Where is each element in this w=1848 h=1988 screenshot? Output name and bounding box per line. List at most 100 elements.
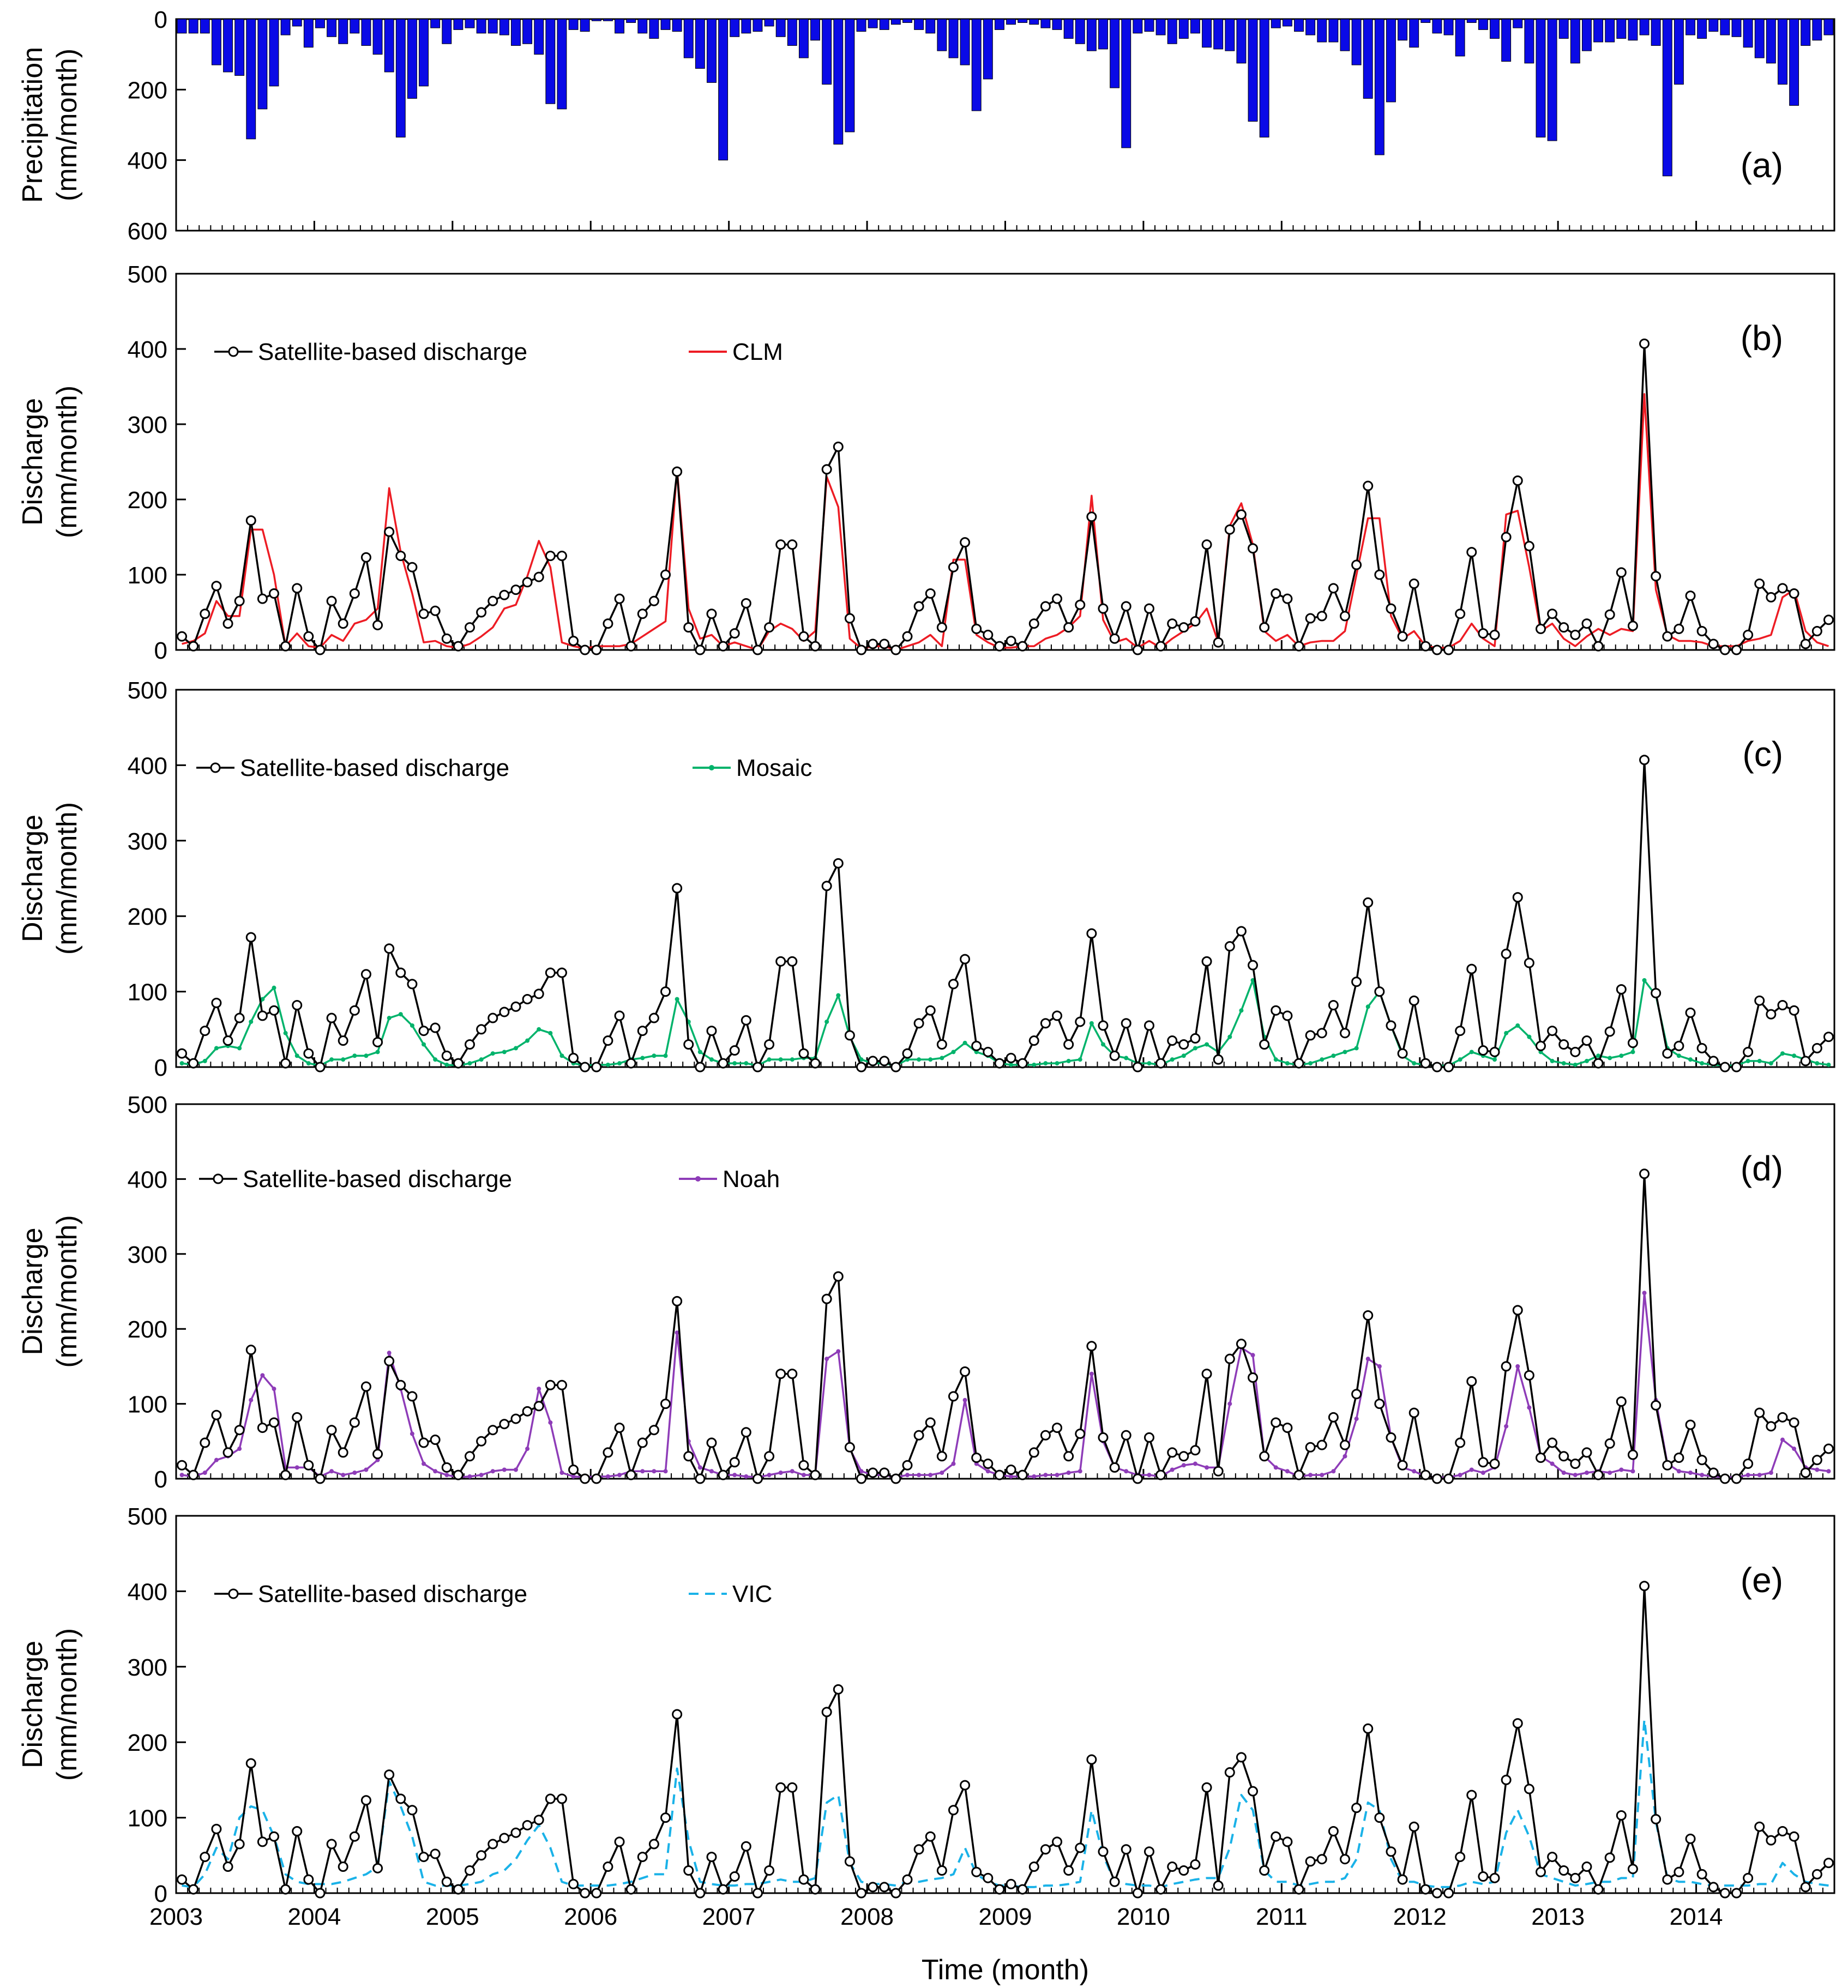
satellite-point — [775, 1369, 786, 1379]
satellite-point — [1328, 1826, 1339, 1837]
satellite-point — [568, 1878, 579, 1889]
satellite-point — [453, 641, 463, 652]
satellite-point — [683, 1039, 694, 1050]
satellite-point — [1305, 613, 1316, 624]
satellite-point — [568, 635, 579, 646]
satellite-point — [672, 883, 683, 894]
precip-bar — [534, 19, 544, 55]
satellite-point — [1363, 1310, 1374, 1321]
satellite-point — [1766, 1835, 1777, 1846]
satellite-point — [177, 1874, 188, 1885]
satellite-point — [925, 1831, 936, 1842]
legend-marker — [709, 765, 714, 770]
satellite-point — [1408, 1821, 1419, 1832]
satellite-point — [1708, 1882, 1719, 1893]
satellite-point — [821, 881, 832, 891]
satellite-point — [1006, 635, 1016, 646]
precip-bar — [1409, 19, 1419, 48]
satellite-point — [1478, 1871, 1489, 1882]
satellite-point — [1305, 1856, 1316, 1867]
satellite-point — [1674, 1040, 1684, 1051]
series-line-vic — [182, 1718, 1829, 1888]
satellite-point — [1420, 1884, 1431, 1895]
satellite-point — [326, 1425, 337, 1436]
satellite-point — [522, 577, 533, 588]
satellite-point — [476, 1024, 487, 1035]
satellite-point — [177, 631, 188, 642]
satellite-point — [1800, 1882, 1811, 1893]
satellite-point — [695, 644, 706, 655]
model-point — [467, 1061, 472, 1066]
satellite-point — [1455, 1026, 1466, 1037]
satellite-point — [1455, 609, 1466, 619]
model-point — [179, 1473, 184, 1478]
satellite-point — [1766, 1009, 1777, 1020]
precip-bar — [994, 19, 1004, 30]
satellite-point — [1363, 480, 1374, 491]
model-point — [1527, 1034, 1532, 1039]
satellite-point — [1766, 1421, 1777, 1432]
model-point — [1573, 1062, 1578, 1067]
precip-bar — [591, 19, 601, 21]
satellite-point — [868, 1056, 878, 1067]
model-point — [294, 1465, 299, 1470]
satellite-point — [1604, 1852, 1615, 1863]
precip-bar — [741, 19, 751, 34]
precip-bar — [1420, 19, 1431, 23]
precip-bar — [545, 19, 556, 104]
satellite-point — [718, 1884, 729, 1895]
satellite-point — [453, 1469, 463, 1480]
satellite-point — [499, 1833, 510, 1844]
satellite-point — [1524, 541, 1534, 552]
satellite-point — [983, 629, 994, 640]
model-point — [398, 1012, 403, 1017]
model-point — [1320, 1473, 1325, 1478]
satellite-point — [1547, 1852, 1558, 1863]
satellite-point — [1466, 547, 1477, 558]
y-axis-label-units: (mm/month) — [51, 49, 83, 201]
model-point — [1792, 1053, 1797, 1058]
satellite-point — [706, 1852, 717, 1863]
satellite-point — [499, 1007, 510, 1017]
satellite-point — [844, 1856, 855, 1867]
satellite-point — [234, 1013, 245, 1023]
satellite-point — [430, 1848, 441, 1859]
precip-bar — [1536, 19, 1546, 138]
model-point — [1009, 1062, 1014, 1067]
satellite-point — [603, 618, 613, 629]
satellite-point — [683, 1451, 694, 1462]
precip-bar — [868, 19, 878, 28]
precip-bar — [1674, 19, 1684, 85]
satellite-point — [695, 1062, 706, 1073]
satellite-point — [222, 1862, 233, 1872]
satellite-point — [1777, 1412, 1788, 1423]
satellite-point — [1512, 892, 1523, 903]
satellite-point — [407, 562, 418, 573]
precip-bar — [188, 19, 198, 34]
satellite-point — [556, 551, 567, 561]
satellite-point — [1339, 1028, 1350, 1039]
y-tick-label: 400 — [128, 1166, 167, 1193]
satellite-point — [395, 967, 406, 978]
satellite-point — [787, 1782, 798, 1793]
satellite-point — [1651, 1400, 1662, 1411]
satellite-point — [1190, 1859, 1201, 1870]
satellite-point — [1282, 1010, 1293, 1021]
satellite-point — [1121, 1430, 1131, 1441]
satellite-point — [1155, 1884, 1166, 1895]
satellite-point — [718, 1469, 729, 1480]
satellite-point — [1075, 1842, 1086, 1853]
precip-bar — [925, 19, 936, 34]
model-point — [1273, 1057, 1278, 1062]
satellite-point — [810, 641, 821, 652]
satellite-point — [1731, 1888, 1742, 1899]
satellite-point — [580, 1062, 591, 1073]
satellite-point — [418, 609, 429, 619]
model-point — [1757, 1473, 1762, 1478]
precip-bar — [753, 19, 763, 32]
satellite-point — [1662, 1048, 1673, 1059]
satellite-point — [1823, 615, 1834, 625]
satellite-point — [326, 1013, 337, 1023]
model-point — [836, 1349, 841, 1354]
precip-bar — [1328, 19, 1339, 43]
